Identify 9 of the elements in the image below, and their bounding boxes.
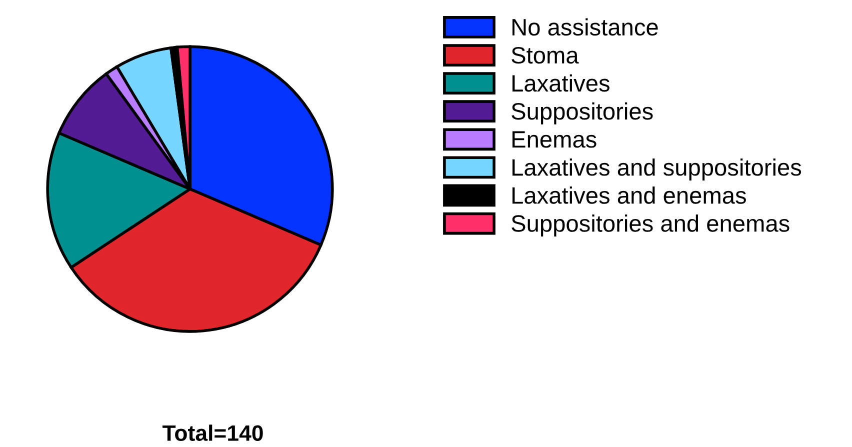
legend-label: Laxatives and suppositories	[512, 158, 802, 180]
legend-label: Laxatives and enemas	[512, 186, 746, 204]
text: Total=140	[162, 424, 263, 441]
legend-label: Stoma	[512, 46, 579, 64]
legend-label: Laxatives	[512, 74, 610, 92]
legend-label: Suppositories	[512, 102, 653, 124]
legend-label: Suppositories and enemas	[512, 214, 790, 237]
legend-label: Enemas	[512, 131, 596, 148]
legend-label: No assistance	[512, 18, 658, 36]
